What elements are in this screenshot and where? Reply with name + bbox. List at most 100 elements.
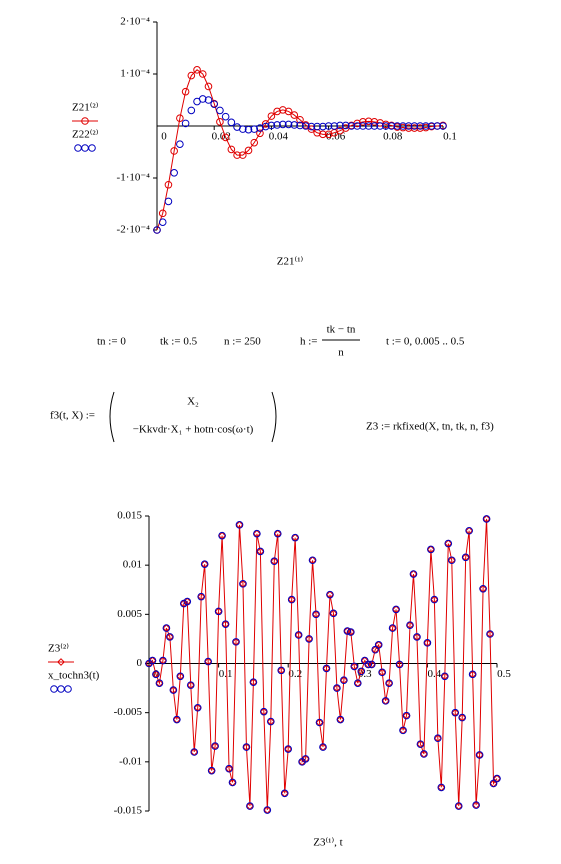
marker	[227, 118, 236, 127]
marker	[190, 748, 199, 756]
marker	[176, 672, 185, 681]
marker	[256, 124, 264, 132]
y-tick-label: 2·10⁻⁴	[120, 16, 150, 28]
y-tick-label: 0.005	[117, 608, 142, 620]
marker	[158, 218, 167, 226]
marker	[329, 609, 338, 618]
formula: n	[338, 347, 344, 359]
marker	[244, 146, 253, 155]
marker	[370, 122, 379, 130]
marker	[239, 151, 247, 159]
marker	[371, 645, 380, 654]
marker	[427, 545, 435, 554]
marker	[439, 122, 447, 130]
marker	[301, 122, 310, 130]
y-tick-label: 1·10⁻⁴	[120, 68, 150, 80]
marker	[277, 666, 286, 675]
marker	[284, 120, 293, 129]
marker	[242, 743, 251, 751]
marker	[280, 789, 289, 798]
marker	[162, 624, 171, 632]
marker	[461, 553, 470, 562]
marker	[284, 107, 293, 116]
marker	[148, 656, 157, 665]
marker	[246, 802, 254, 810]
marker	[395, 660, 404, 669]
marker	[204, 96, 213, 104]
marker	[444, 539, 453, 548]
legend-label: Z3⁽²⁾	[48, 643, 69, 655]
marker	[382, 122, 390, 130]
marker	[399, 726, 407, 735]
legend-marker	[81, 144, 89, 152]
marker	[250, 138, 259, 147]
marker	[376, 122, 384, 130]
marker	[273, 107, 281, 116]
y-tick-label: 0.015	[117, 510, 142, 522]
x-tick-label: 0.1	[219, 668, 233, 680]
marker	[354, 679, 362, 687]
marker	[434, 734, 442, 743]
marker	[291, 533, 299, 542]
marker	[378, 668, 386, 677]
x-tick-label: 0.2	[288, 668, 302, 680]
marker	[193, 703, 202, 712]
marker	[420, 750, 428, 758]
marker	[359, 118, 367, 126]
marker	[273, 121, 281, 129]
marker	[427, 122, 436, 130]
y-tick-label: 0	[137, 657, 143, 669]
bracket	[109, 391, 115, 443]
marker	[324, 122, 333, 130]
legend-marker	[88, 144, 96, 152]
marker	[153, 226, 161, 234]
y-tick-label: -0.005	[114, 706, 143, 718]
formula: tn := 0	[97, 336, 126, 348]
legend-marker	[57, 658, 65, 666]
marker	[319, 743, 327, 751]
marker	[486, 630, 494, 638]
marker	[308, 556, 317, 565]
marker	[155, 679, 164, 687]
marker	[324, 130, 333, 139]
y-tick-label: 0.01	[123, 559, 142, 571]
x-tick-label: 0.02	[212, 131, 231, 143]
marker	[305, 635, 313, 643]
y-tick-label: -1·10⁻⁴	[117, 172, 151, 184]
marker	[216, 106, 224, 115]
marker	[413, 633, 421, 641]
legend-label: x_tochn3(t)	[48, 670, 100, 682]
marker	[256, 547, 265, 556]
marker	[404, 122, 413, 130]
marker	[267, 717, 275, 726]
marker	[253, 529, 261, 538]
marker	[370, 118, 379, 126]
marker	[315, 718, 324, 727]
formula: n := 250	[224, 336, 261, 348]
marker	[307, 122, 316, 131]
marker	[273, 529, 282, 538]
formula: f3(t, X) :=	[50, 410, 95, 422]
x-axis-label: Z3⁽¹⁾, t	[313, 837, 342, 849]
marker	[493, 774, 501, 783]
formula: Z3 := rkfixed(X, tn, tk, n, f3)	[366, 421, 494, 433]
marker	[198, 95, 207, 103]
marker	[479, 584, 487, 593]
marker	[232, 638, 240, 646]
marker	[410, 122, 419, 130]
marker	[221, 620, 230, 628]
marker	[340, 676, 348, 685]
marker	[343, 627, 352, 635]
marker	[458, 713, 467, 722]
marker	[249, 678, 258, 686]
marker	[204, 82, 213, 91]
series-line	[156, 69, 444, 231]
marker	[364, 117, 373, 126]
marker	[393, 122, 402, 130]
legend-marker	[74, 144, 82, 152]
marker	[472, 801, 480, 809]
marker	[409, 570, 418, 578]
marker	[221, 133, 230, 142]
x-tick-label: 0.1	[443, 131, 457, 143]
legend-label: Z21⁽²⁾	[72, 102, 99, 114]
